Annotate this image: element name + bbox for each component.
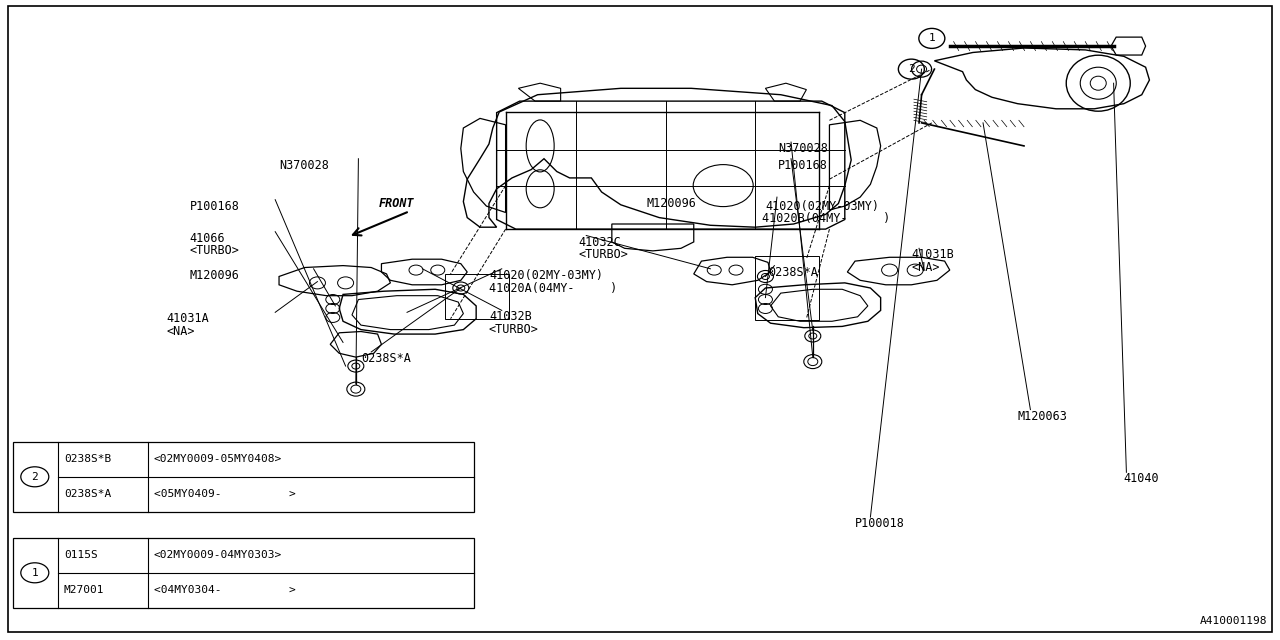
Text: 41020B(04MY-     ): 41020B(04MY- )	[762, 212, 890, 225]
Text: <TURBO>: <TURBO>	[189, 244, 239, 257]
Text: N370028: N370028	[778, 142, 828, 155]
Bar	[13, 442, 474, 512]
Text: N370028: N370028	[279, 159, 329, 172]
Text: 41040: 41040	[1124, 472, 1160, 485]
Text: <TURBO>: <TURBO>	[489, 323, 539, 336]
Text: <NA>: <NA>	[166, 325, 195, 338]
Text: M120096: M120096	[189, 269, 239, 282]
Text: 0238S*A: 0238S*A	[361, 352, 411, 365]
Text: 0238S*A: 0238S*A	[64, 490, 111, 499]
Text: P100168: P100168	[778, 159, 828, 172]
Text: A410001198: A410001198	[1199, 616, 1267, 626]
Text: 41031A: 41031A	[166, 312, 209, 325]
Text: 41031B: 41031B	[911, 248, 954, 261]
Text: 41020(02MY-03MY): 41020(02MY-03MY)	[489, 269, 603, 282]
Text: FRONT: FRONT	[379, 197, 415, 210]
Text: 2: 2	[908, 64, 915, 74]
Text: 0238S*B: 0238S*B	[64, 454, 111, 464]
Text: M120063: M120063	[1018, 410, 1068, 422]
Text: 41066: 41066	[189, 232, 225, 244]
Polygon shape	[1111, 37, 1146, 55]
Text: P100168: P100168	[189, 200, 239, 212]
Text: 2: 2	[32, 472, 38, 482]
Text: P100018: P100018	[855, 517, 905, 530]
Text: <NA>: <NA>	[911, 261, 940, 274]
Text: M27001: M27001	[64, 586, 104, 595]
Text: M120096: M120096	[646, 197, 696, 210]
Text: 1: 1	[928, 33, 936, 44]
Text: 1: 1	[32, 568, 38, 578]
Text: 0115S: 0115S	[64, 550, 97, 560]
Text: 41020A(04MY-     ): 41020A(04MY- )	[489, 282, 617, 294]
Text: <02MY0009-04MY0303>: <02MY0009-04MY0303>	[154, 550, 282, 560]
Text: 0238S*A: 0238S*A	[768, 266, 818, 278]
Text: 41032B: 41032B	[489, 310, 531, 323]
Text: <TURBO>: <TURBO>	[579, 248, 628, 261]
Bar	[13, 538, 474, 608]
Text: <02MY0009-05MY0408>: <02MY0009-05MY0408>	[154, 454, 282, 464]
Text: <04MY0304-          >: <04MY0304- >	[154, 586, 296, 595]
Text: 41032C: 41032C	[579, 236, 621, 248]
Text: 41020(02MY-03MY): 41020(02MY-03MY)	[765, 200, 879, 212]
Text: <05MY0409-          >: <05MY0409- >	[154, 490, 296, 499]
